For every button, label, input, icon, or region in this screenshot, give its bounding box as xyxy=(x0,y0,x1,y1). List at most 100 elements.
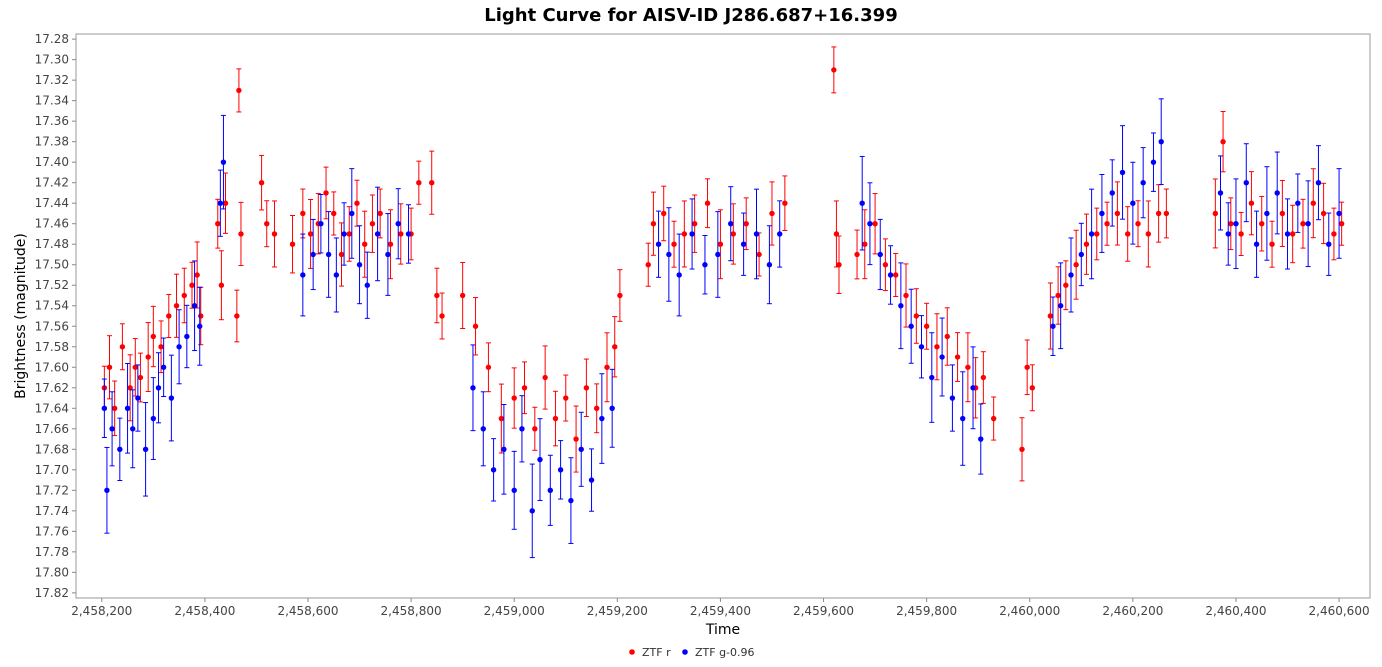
data-point xyxy=(1088,231,1095,237)
y-tick-label: 17.66 xyxy=(35,422,69,436)
data-point xyxy=(903,292,909,299)
data-point xyxy=(593,405,600,411)
data-point xyxy=(836,262,842,268)
y-tick-label: 17.76 xyxy=(35,524,69,538)
data-point xyxy=(1305,221,1311,227)
data-point xyxy=(1217,190,1224,196)
data-point xyxy=(168,395,175,401)
series-ztf-g xyxy=(101,98,1342,559)
x-tick-label: 2,459,400 xyxy=(690,604,751,618)
x-axis-label: Time xyxy=(705,622,740,638)
y-axis: 17.28 17.30 17.32 17.34 17.36 17.38 17.40 17.42… xyxy=(35,32,76,600)
data-point xyxy=(965,364,971,370)
data-point xyxy=(364,282,370,288)
data-point xyxy=(1264,210,1270,217)
data-point xyxy=(859,200,865,206)
data-point xyxy=(338,251,345,258)
legend-label: ZTF r xyxy=(642,646,671,659)
y-tick-label: 17.78 xyxy=(35,545,69,559)
y-tick-label: 17.28 xyxy=(35,32,69,46)
data-point xyxy=(127,385,133,391)
data-point xyxy=(537,456,543,463)
data-point xyxy=(1024,364,1030,370)
data-point xyxy=(728,221,734,227)
data-point xyxy=(264,221,270,227)
data-point xyxy=(1073,262,1079,268)
y-tick-label: 17.70 xyxy=(35,463,69,477)
data-point xyxy=(238,231,244,237)
y-tick-label: 17.82 xyxy=(35,586,69,600)
data-point xyxy=(1130,200,1136,206)
data-point xyxy=(1104,221,1110,227)
data-point xyxy=(612,344,618,350)
data-point xyxy=(588,477,595,483)
data-point xyxy=(1047,313,1054,319)
data-point xyxy=(599,415,605,422)
data-point xyxy=(740,241,747,247)
data-point xyxy=(1338,221,1345,227)
data-point xyxy=(691,221,698,227)
data-point xyxy=(387,241,394,247)
data-point xyxy=(681,231,688,237)
data-point xyxy=(1050,323,1056,329)
data-point xyxy=(1274,190,1280,196)
data-point xyxy=(106,364,113,370)
data-point xyxy=(1289,231,1296,237)
data-point xyxy=(743,221,749,227)
data-point xyxy=(542,374,548,381)
data-point xyxy=(480,426,486,432)
data-point xyxy=(135,395,141,401)
data-point xyxy=(1055,292,1061,299)
x-tick-label: 2,458,200 xyxy=(71,604,132,618)
data-point xyxy=(1248,200,1255,206)
data-point xyxy=(1331,231,1337,237)
data-point xyxy=(1310,200,1316,206)
data-point xyxy=(939,354,945,360)
data-point xyxy=(867,221,873,227)
y-tick-label: 17.62 xyxy=(35,381,69,395)
data-point xyxy=(689,231,695,237)
data-point xyxy=(934,344,940,350)
data-point xyxy=(470,385,476,391)
data-point xyxy=(1228,221,1234,227)
data-point xyxy=(882,262,889,268)
data-point xyxy=(1300,221,1306,227)
x-tick-label: 2,459,800 xyxy=(896,604,957,618)
data-point xyxy=(1233,221,1239,227)
data-point xyxy=(1212,210,1219,217)
data-point xyxy=(346,231,352,237)
data-point xyxy=(511,395,517,401)
data-point xyxy=(960,415,966,422)
data-point xyxy=(1099,210,1105,217)
data-point xyxy=(929,374,935,381)
data-point xyxy=(150,415,157,422)
data-point xyxy=(573,436,579,442)
data-point xyxy=(1320,210,1327,217)
data-point xyxy=(142,446,149,453)
series-ztf-r xyxy=(101,46,1345,482)
data-point xyxy=(300,272,306,278)
data-point xyxy=(671,241,677,247)
data-point xyxy=(377,210,383,217)
data-point xyxy=(1124,231,1131,237)
y-tick-label: 17.58 xyxy=(35,340,69,354)
y-tick-label: 17.34 xyxy=(35,94,69,108)
data-point xyxy=(354,200,360,206)
data-point xyxy=(310,251,316,258)
data-point xyxy=(511,487,517,494)
data-point xyxy=(1078,251,1084,258)
data-point xyxy=(176,344,182,350)
data-point xyxy=(1220,138,1226,145)
data-point xyxy=(1109,190,1115,196)
data-point xyxy=(184,333,190,340)
data-point xyxy=(532,426,538,432)
data-point xyxy=(191,303,198,309)
data-point xyxy=(485,364,492,370)
data-point xyxy=(197,323,203,329)
data-point xyxy=(1135,221,1141,227)
data-point xyxy=(661,210,667,217)
data-point xyxy=(1063,282,1069,288)
data-point xyxy=(944,333,950,340)
data-point xyxy=(236,87,242,94)
